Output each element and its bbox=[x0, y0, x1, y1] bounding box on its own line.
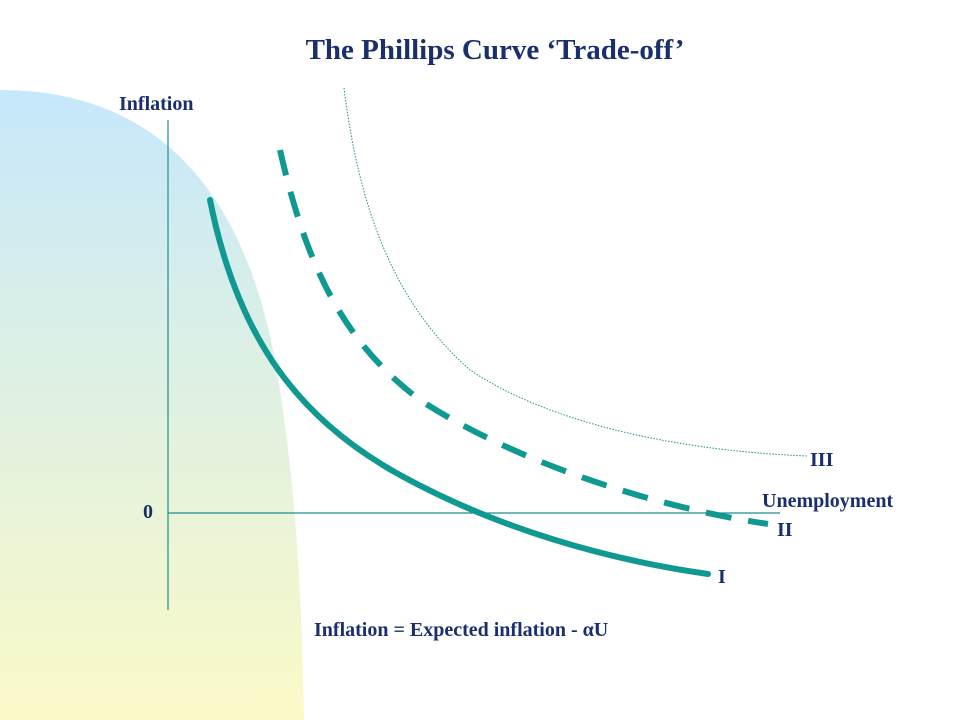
curve-label-ii: II bbox=[777, 519, 793, 541]
curve-iii bbox=[343, 87, 809, 457]
curve-ii bbox=[277, 149, 769, 527]
curve-i bbox=[207, 197, 711, 577]
y-axis-label: Inflation bbox=[119, 93, 194, 115]
x-axis-label: Unemployment bbox=[762, 490, 894, 512]
origin-label: 0 bbox=[143, 501, 153, 523]
curve-label-i: I bbox=[718, 566, 726, 588]
equation-label: Inflation = Expected inflation - αU bbox=[314, 619, 609, 641]
curve-label-iii: III bbox=[810, 449, 834, 471]
slide-title: The Phillips Curve ‘Trade-off’ bbox=[305, 34, 685, 66]
background-gradient-shape bbox=[0, 90, 304, 720]
